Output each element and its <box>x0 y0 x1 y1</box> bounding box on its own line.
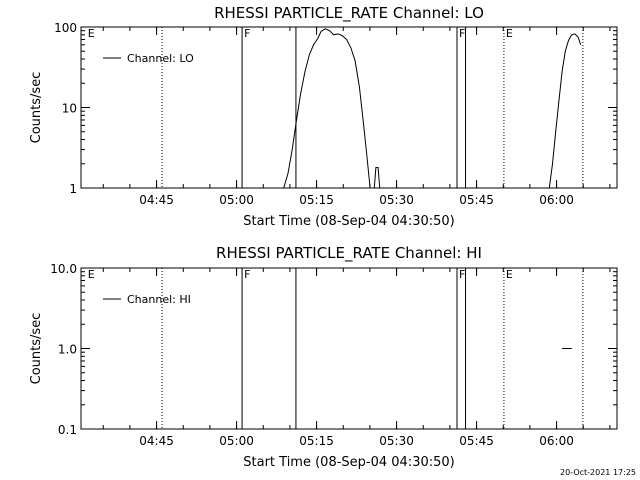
y-axis-label: Counts/sec <box>29 313 44 385</box>
x-axis-label: Start Time (08-Sep-04 04:30:50) <box>243 455 454 470</box>
legend-label: Channel: LO <box>127 52 194 65</box>
y-axis-label: Counts/sec <box>29 72 44 144</box>
y-tick-label: 1.0 <box>58 343 77 357</box>
y-tick-label: 10 <box>62 102 77 116</box>
x-tick-label: 05:00 <box>219 193 254 207</box>
chart-title: RHESSI PARTICLE_RATE Channel: LO <box>214 4 484 23</box>
chart-panel-hi: RHESSI PARTICLE_RATE Channel: HI Start Ti… <box>29 244 618 470</box>
y-tick-label: 1 <box>69 182 77 196</box>
chart-panel-lo: RHESSI PARTICLE_RATE Channel: LO Start Ti… <box>29 4 618 229</box>
chart-title: RHESSI PARTICLE_RATE Channel: HI <box>216 244 482 263</box>
x-axis-label: Start Time (08-Sep-04 04:30:50) <box>243 214 454 229</box>
series-line-segment <box>283 28 371 189</box>
x-tick-label: 05:15 <box>299 193 334 207</box>
x-tick-label: 05:15 <box>299 434 334 448</box>
event-marker-label: E <box>88 27 95 40</box>
x-tick-label: 04:45 <box>139 434 174 448</box>
event-marker-label: F <box>244 27 250 40</box>
event-marker-label: F <box>244 268 250 281</box>
x-tick-label: 05:30 <box>379 193 414 207</box>
footer-timestamp: 20-Oct-2021 17:25 <box>560 468 636 477</box>
event-marker-label: E <box>506 268 513 281</box>
event-marker-label: E <box>88 268 95 281</box>
x-tick-label: 04:45 <box>139 193 174 207</box>
x-tick-label: 06:00 <box>539 193 574 207</box>
series-line-segment <box>548 33 582 189</box>
x-tick-label: 05:45 <box>459 193 494 207</box>
x-tick-label: 06:00 <box>539 434 574 448</box>
legend-label: Channel: HI <box>127 293 191 306</box>
x-tick-label: 05:30 <box>379 434 414 448</box>
y-tick-label: 0.1 <box>58 423 77 437</box>
event-marker-label: F <box>459 27 465 40</box>
event-marker-label: F <box>459 268 465 281</box>
event-marker-label: E <box>506 27 513 40</box>
y-tick-label: 10.0 <box>50 262 77 276</box>
series-line-segment <box>373 167 381 189</box>
x-tick-label: 05:00 <box>219 434 254 448</box>
y-tick-label: 100 <box>54 21 77 35</box>
x-tick-label: 05:45 <box>459 434 494 448</box>
